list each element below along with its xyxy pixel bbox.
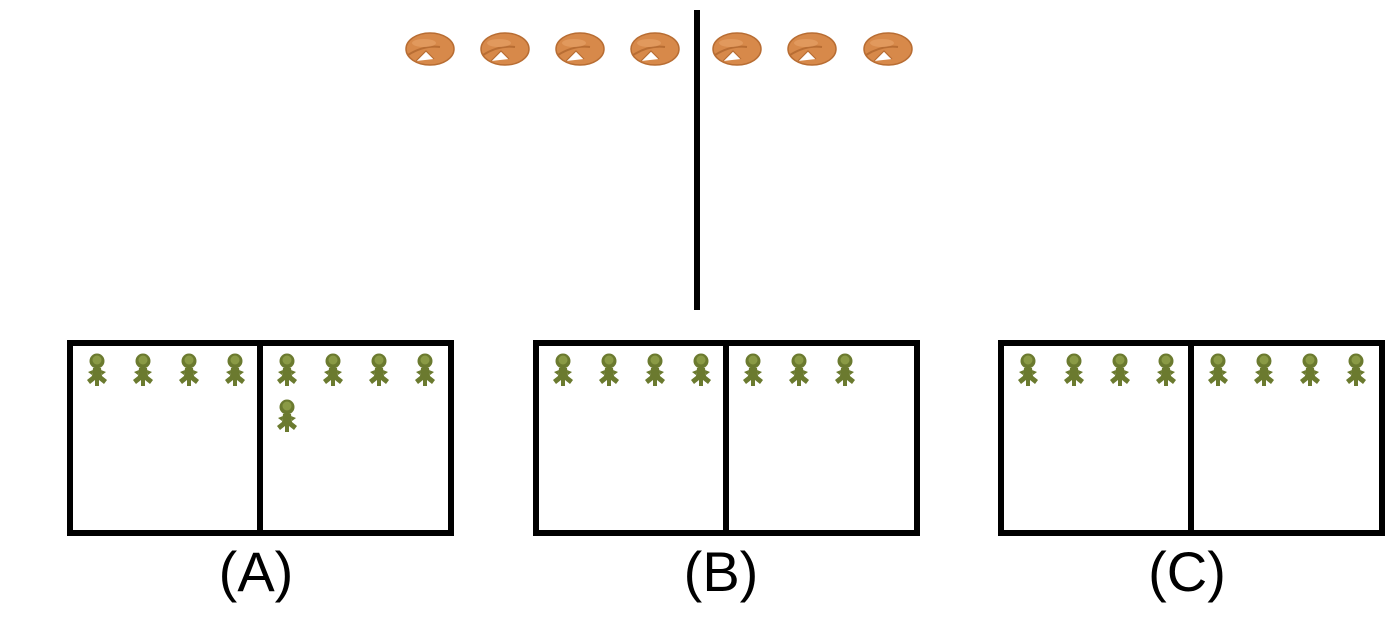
person-icon <box>1064 353 1084 386</box>
person-icon <box>599 353 619 386</box>
fortune-cookie-icon <box>712 32 762 66</box>
person-icon <box>1156 353 1176 386</box>
option-c-label: (C) <box>1148 540 1226 603</box>
person-icon <box>277 399 297 432</box>
person-icon <box>1346 353 1366 386</box>
option-a-label: (A) <box>218 540 294 603</box>
shared-items-row <box>405 32 913 66</box>
fortune-cookie-icon <box>480 32 530 66</box>
fortune-cookie-icon <box>863 32 913 66</box>
person-icon <box>1018 353 1038 386</box>
person-icon <box>1208 353 1228 386</box>
person-icon <box>179 353 199 386</box>
answer-options <box>67 340 1385 536</box>
option-b-box[interactable] <box>533 340 920 536</box>
option-b-label: (B) <box>683 540 759 603</box>
option-a-box[interactable] <box>67 340 454 536</box>
person-icon <box>1110 353 1130 386</box>
person-icon <box>789 353 809 386</box>
fortune-cookie-icon <box>405 32 455 66</box>
person-icon <box>645 353 665 386</box>
person-icon <box>691 353 711 386</box>
fortune-cookie-icon <box>787 32 837 66</box>
person-icon <box>1300 353 1320 386</box>
person-icon <box>87 353 107 386</box>
person-icon <box>743 353 763 386</box>
person-icon <box>323 353 343 386</box>
person-icon <box>835 353 855 386</box>
option-c-box[interactable] <box>998 340 1385 536</box>
person-icon <box>553 353 573 386</box>
person-icon <box>415 353 435 386</box>
person-icon <box>1254 353 1274 386</box>
person-icon <box>277 353 297 386</box>
person-icon <box>369 353 389 386</box>
fortune-cookie-icon <box>630 32 680 66</box>
person-icon <box>225 353 245 386</box>
person-icon <box>133 353 153 386</box>
fortune-cookie-icon <box>555 32 605 66</box>
